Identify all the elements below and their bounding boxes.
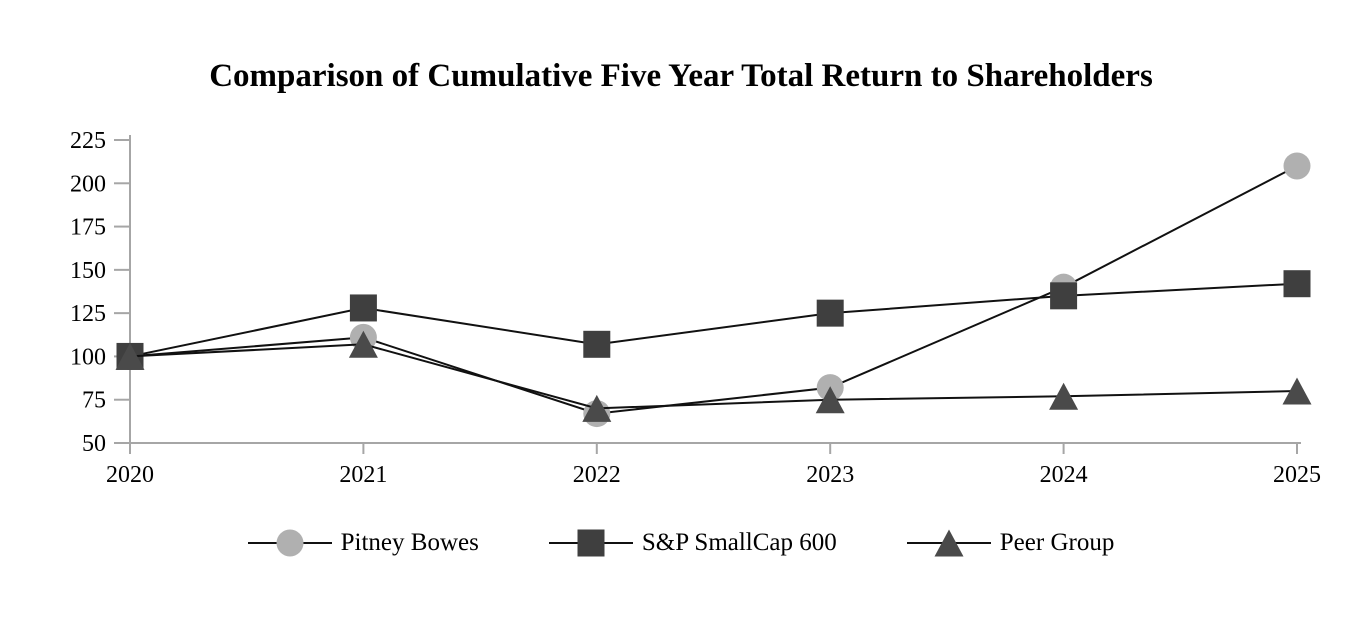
y-tick-label: 225 xyxy=(70,128,106,154)
legend-label: S&P SmallCap 600 xyxy=(641,529,837,556)
chart-title: Comparison of Cumulative Five Year Total… xyxy=(209,58,1153,94)
data-point-square xyxy=(1050,282,1078,310)
data-point-triangle xyxy=(1049,382,1079,410)
data-point-triangle xyxy=(115,342,145,370)
x-tick-label: 2023 xyxy=(806,462,854,488)
y-tick-label: 75 xyxy=(82,388,106,414)
y-tick-label: 100 xyxy=(70,344,106,370)
data-point-triangle xyxy=(1282,377,1312,405)
y-tick-label: 50 xyxy=(82,431,106,457)
x-tick-label: 2020 xyxy=(106,462,154,488)
y-tick-label: 200 xyxy=(70,171,106,197)
legend-item-triangle: Peer Group xyxy=(906,525,1115,561)
legend-label: Pitney Bowes xyxy=(340,529,479,556)
data-point-square xyxy=(349,294,377,322)
legend-item-square: S&P SmallCap 600 xyxy=(548,525,837,561)
x-tick-label: 2021 xyxy=(339,462,387,488)
legend-marker-glyph xyxy=(577,529,605,557)
legend-marker-triangle-icon xyxy=(906,529,991,557)
legend-marker-glyph xyxy=(934,529,964,557)
legend-marker-glyph xyxy=(276,529,304,557)
x-tick-label: 2024 xyxy=(1040,462,1088,488)
legend-item-circle: Pitney Bowes xyxy=(247,525,479,561)
y-tick-label: 125 xyxy=(70,301,106,327)
y-tick-label: 175 xyxy=(70,215,106,241)
x-tick-label: 2025 xyxy=(1273,462,1321,488)
series-line-triangle xyxy=(129,343,1298,410)
data-point-triangle xyxy=(348,330,378,358)
chart-legend: Pitney Bowes S&P SmallCap 600 Peer Group xyxy=(0,525,1362,561)
data-point-square xyxy=(816,299,844,327)
legend-marker-circle-icon xyxy=(247,529,332,557)
series-line-square xyxy=(129,282,1298,358)
series-line-circle xyxy=(129,165,1298,415)
data-point-square xyxy=(1283,270,1311,298)
legend-marker-square-icon xyxy=(548,529,633,557)
x-tick-label: 2022 xyxy=(573,462,621,488)
line-chart-plot: 50 75 100 125 150 175 200 225 2020 2021 2022 2023 20… xyxy=(70,128,1321,488)
data-point-circle xyxy=(1283,152,1311,180)
data-point-triangle xyxy=(815,386,845,414)
y-tick-label: 150 xyxy=(70,258,106,284)
legend-label: Peer Group xyxy=(999,529,1115,556)
data-point-triangle xyxy=(582,394,612,422)
data-point-square xyxy=(583,330,611,358)
